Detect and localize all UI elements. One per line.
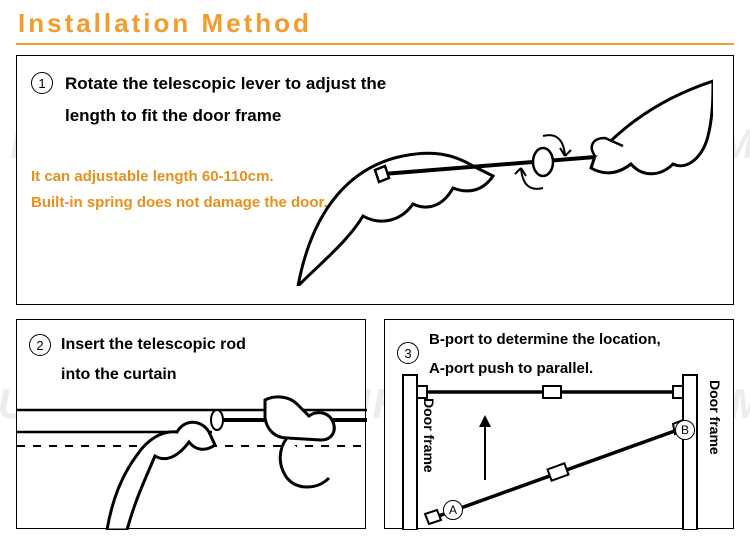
illustration-rotate-rod: [293, 76, 713, 286]
title-underline: [16, 43, 734, 45]
illustration-insert-curtain: [17, 390, 367, 530]
step-panel-2: 2 Insert the telescopic rod into the cur…: [16, 319, 366, 529]
step-number-1: 1: [31, 72, 53, 94]
step-panel-3: 3 B-port to determine the location, A-po…: [384, 319, 734, 529]
step-panel-1: 1 Rotate the telescopic lever to adjust …: [16, 55, 734, 305]
illustration-door-frame: [385, 370, 735, 530]
step-text-2: Insert the telescopic rod into the curta…: [61, 330, 246, 391]
port-a-label: A: [443, 500, 463, 520]
step-note-1: It can adjustable length 60-110cm. Built…: [31, 164, 328, 215]
step-number-2: 2: [29, 334, 51, 356]
page-title: Installation Method: [0, 0, 750, 43]
port-b-label: B: [675, 420, 695, 440]
step-number-3: 3: [397, 342, 419, 364]
